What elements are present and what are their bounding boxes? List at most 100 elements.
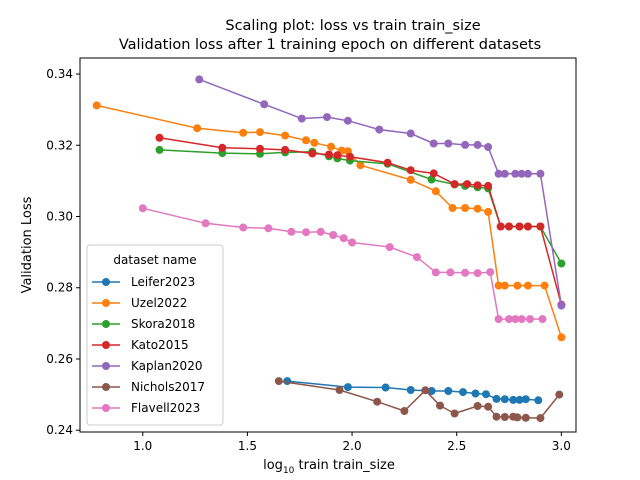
data-point [486,268,495,277]
data-point [400,407,409,415]
data-point [316,227,325,236]
data-point [473,402,482,410]
data-point [461,268,470,277]
series-line [199,78,563,306]
data-point [461,140,470,149]
data-point [517,169,526,178]
data-point [459,388,467,397]
data-point [450,180,459,189]
data-point [343,383,352,392]
data-point [356,161,365,170]
data-point [484,207,493,216]
data-point [431,268,440,277]
data-point [526,315,534,324]
legend: dataset name Leifer2023 Uzel2022 Skora2018… [86,244,224,426]
data-point [513,413,522,422]
legend-entry: Leifer2023 [131,275,195,289]
data-point [427,175,436,184]
data-point [302,228,310,237]
data-point [287,227,296,236]
data-point [302,136,310,145]
data-point [515,395,524,404]
data-point [406,166,415,175]
data-point [323,113,331,122]
data-point [406,386,415,394]
series-line [278,380,560,419]
data-point [346,152,354,161]
data-point [496,222,505,231]
x-axis-label-prefix: log [263,458,283,473]
y-tick-label: 0.30 [46,210,73,224]
data-point [381,383,390,392]
legend-marker [102,383,110,391]
data-point [494,169,503,178]
legend-marker [102,299,110,307]
data-point [523,222,532,231]
data-point [450,409,459,418]
data-point [256,144,264,153]
data-point [333,151,342,160]
data-point [446,268,455,277]
data-point [339,234,348,243]
data-point [429,139,438,148]
data-point [484,143,493,151]
data-point [281,145,290,154]
data-point [308,149,317,158]
data-point [494,315,503,324]
series-nichols2017 [274,377,564,423]
data-point [329,231,338,239]
data-point [325,150,333,159]
data-point [492,412,501,421]
data-point [406,129,415,138]
data-point [239,223,248,232]
data-point [505,222,513,231]
data-point [473,204,482,213]
data-point [557,333,566,342]
data-point [484,402,493,411]
series-layer [92,75,566,423]
data-point [536,169,545,178]
data-point [155,133,164,142]
data-point [406,175,415,184]
legend-entry: Flavell2023 [131,401,200,415]
data-point [427,387,436,395]
data-point [555,390,564,399]
data-point [473,269,482,278]
x-axis-label: log10 train train_size [263,458,395,476]
data-point [274,377,283,386]
legend-box [86,244,224,426]
data-point [260,100,269,109]
data-point [511,169,520,178]
data-point [500,169,509,178]
data-point [155,145,164,154]
data-point [92,101,101,110]
x-axis: 1.0 1.5 2.0 2.5 3.0 [133,432,571,453]
data-point [327,142,336,151]
data-point [335,386,344,394]
series-kaplan2020 [195,75,566,310]
data-point [239,128,248,137]
series-flavell2023 [138,204,547,324]
data-point [513,281,522,290]
legend-marker [102,362,110,370]
x-tick-label: 3.0 [552,439,571,453]
x-tick-label: 1.0 [133,439,152,453]
data-point [264,224,273,233]
data-point [310,138,319,147]
chart-title: Scaling plot: loss vs train train_size [225,18,480,34]
data-point [471,389,480,398]
y-axis: 0.24 0.26 0.28 0.30 0.32 0.34 [46,67,80,437]
data-point [540,281,549,290]
data-point [195,75,204,84]
data-point [557,301,566,310]
x-axis-label-subscript: 10 [283,466,295,476]
data-point [343,116,352,125]
data-point [444,139,453,148]
chart-subtitle: Validation loss after 1 training epoch o… [119,37,541,53]
data-point [500,281,509,290]
data-point [511,315,520,324]
data-point [521,413,530,422]
series-kato2015 [155,133,566,309]
data-point [421,386,430,395]
